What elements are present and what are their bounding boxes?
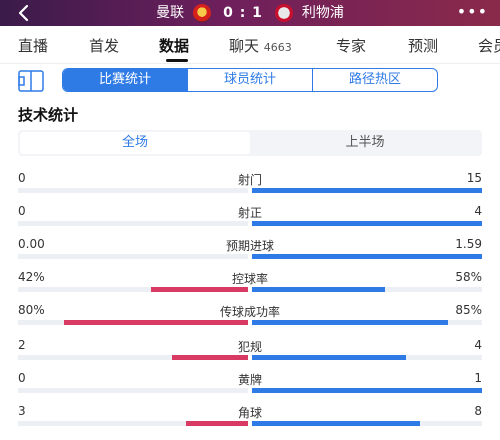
score: 0 : 1 — [223, 5, 263, 21]
stat-name: 射门 — [237, 173, 262, 187]
away-bar-fill — [252, 355, 407, 360]
away-bar-track — [252, 188, 482, 193]
stats-segment-control: 比赛统计 球员统计 路径热区 — [62, 68, 438, 92]
away-value: 8 — [474, 404, 482, 418]
tab-live[interactable]: 直播 — [18, 37, 49, 55]
home-team-name: 曼联 — [156, 5, 185, 21]
away-value: 4 — [474, 204, 482, 218]
stat-name: 犯规 — [237, 340, 262, 354]
stat-row: 0 射正 4 — [18, 204, 482, 236]
home-value: 0 — [18, 371, 26, 385]
chat-count: 4663 — [263, 41, 292, 54]
stat-name: 射正 — [237, 206, 262, 220]
away-bar-fill — [252, 320, 448, 325]
home-bar-track — [18, 287, 248, 292]
home-value: 0 — [18, 171, 26, 185]
tab-chat[interactable]: 聊天 4663 — [229, 37, 292, 55]
away-bar-fill — [252, 287, 386, 292]
away-bar-track — [252, 254, 482, 259]
away-bar-fill — [252, 221, 482, 226]
away-value: 58% — [455, 270, 482, 284]
more-dots-icon[interactable]: ••• — [456, 2, 488, 21]
home-bar-track — [18, 254, 248, 259]
away-value: 15 — [466, 171, 482, 185]
home-value: 42% — [18, 270, 45, 284]
stat-row: 3 角球 8 — [18, 404, 482, 436]
away-bar-track — [252, 320, 482, 325]
away-value: 4 — [474, 338, 482, 352]
stat-name: 黄牌 — [237, 373, 262, 387]
tab-vip[interactable]: 会员 — [478, 37, 500, 55]
section-title: 技术统计 — [18, 106, 79, 124]
back-arrow-icon[interactable] — [14, 3, 34, 23]
stat-name: 预期进球 — [225, 239, 274, 253]
away-bar-fill — [252, 388, 482, 393]
away-bar-track — [252, 221, 482, 226]
home-bar-track — [18, 221, 248, 226]
tab-bar: 直播 首发 数据 聊天 4663 专家 预测 会员 — [0, 26, 500, 64]
away-bar-track — [252, 421, 482, 426]
home-bar-track — [18, 320, 248, 325]
tab-expert[interactable]: 专家 — [336, 37, 367, 55]
home-value: 80% — [18, 303, 45, 317]
away-value: 1 — [474, 371, 482, 385]
home-bar-track — [18, 355, 248, 360]
away-value: 85% — [455, 303, 482, 317]
stat-row: 0 黄牌 1 — [18, 371, 482, 403]
stat-row: 42% 控球率 58% — [18, 270, 482, 302]
home-value: 3 — [18, 404, 26, 418]
stat-row: 0.00 预期进球 1.59 — [18, 237, 482, 269]
away-bar-track — [252, 388, 482, 393]
stat-name: 传球成功率 — [219, 305, 280, 319]
away-bar-track — [252, 287, 482, 292]
liverpool-crest-icon — [275, 4, 294, 22]
away-bar-track — [252, 355, 482, 360]
home-bar-track — [18, 421, 248, 426]
stat-row: 0 射门 15 — [18, 171, 482, 203]
period-switch: 全场 上半场 — [18, 130, 482, 156]
home-bar-fill — [151, 287, 248, 292]
segment-match-stats[interactable]: 比赛统计 — [63, 69, 187, 91]
manchester-united-crest-icon — [192, 4, 211, 22]
home-bar-track — [18, 388, 248, 393]
pitch-layout-icon[interactable] — [18, 70, 44, 92]
stat-row: 80% 传球成功率 85% — [18, 303, 482, 335]
away-bar-fill — [252, 188, 482, 193]
away-team-name: 利物浦 — [301, 5, 344, 21]
active-tab-indicator — [166, 59, 188, 62]
period-full-match[interactable]: 全场 — [20, 132, 250, 154]
tab-data[interactable]: 数据 — [159, 37, 190, 55]
stat-name: 控球率 — [231, 272, 268, 286]
home-value: 0 — [18, 204, 26, 218]
stat-name: 角球 — [237, 406, 262, 420]
period-first-half[interactable]: 上半场 — [345, 135, 385, 150]
segment-heatmap[interactable]: 路径热区 — [312, 69, 437, 91]
match-header: 曼联 0 : 1 利物浦 ••• — [0, 0, 500, 26]
home-bar-fill — [185, 421, 248, 426]
home-bar-fill — [64, 320, 248, 325]
tab-predict[interactable]: 预测 — [408, 37, 439, 55]
stat-row: 2 犯规 4 — [18, 338, 482, 370]
home-bar-track — [18, 188, 248, 193]
segment-player-stats[interactable]: 球员统计 — [187, 69, 312, 91]
away-value: 1.59 — [455, 237, 482, 251]
home-value: 2 — [18, 338, 26, 352]
match-summary: 曼联 0 : 1 利物浦 — [0, 4, 500, 22]
home-bar-fill — [172, 355, 248, 360]
tab-lineup[interactable]: 首发 — [89, 37, 120, 55]
home-value: 0.00 — [18, 237, 45, 251]
away-bar-fill — [252, 254, 482, 259]
away-bar-fill — [252, 421, 420, 426]
